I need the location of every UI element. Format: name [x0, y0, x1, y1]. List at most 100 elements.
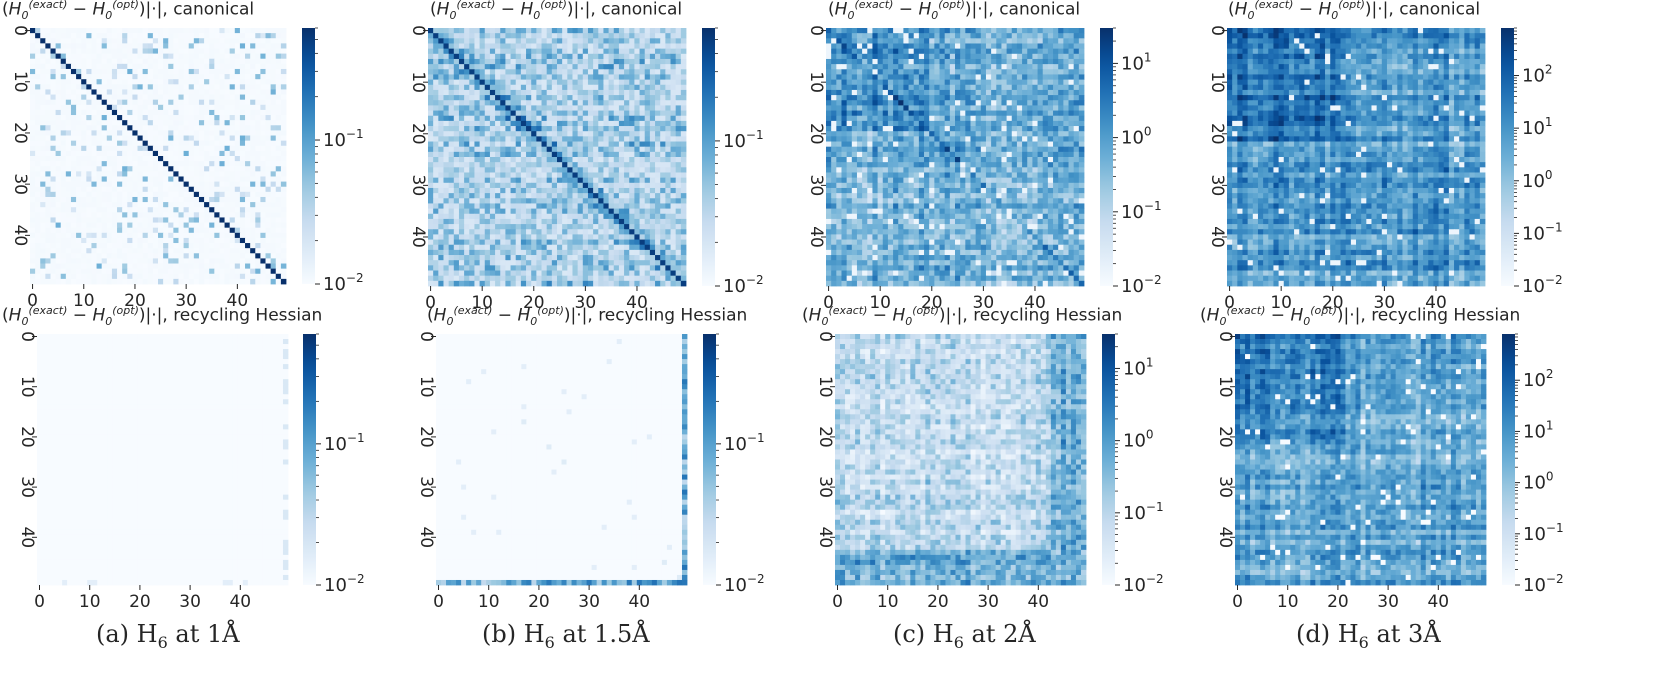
heatmap-cell	[55, 38, 62, 44]
heatmap-cell	[634, 182, 640, 189]
heatmap-cell	[224, 84, 231, 90]
heatmap-cell	[209, 278, 215, 285]
heatmap-cell	[603, 249, 609, 256]
heatmap-cell	[50, 207, 56, 213]
heatmap-cell	[660, 120, 666, 127]
heatmap-cell	[464, 110, 470, 117]
heatmap-cell	[142, 150, 149, 157]
heatmap-cell	[193, 227, 200, 234]
heatmap-cell	[515, 115, 522, 122]
heatmap-cell	[188, 38, 195, 44]
heatmap-cell	[214, 145, 220, 152]
heatmap-cell	[188, 48, 195, 54]
heatmap-cell	[515, 58, 522, 65]
heatmap-cell	[30, 104, 36, 111]
heatmap-cell	[209, 222, 215, 229]
heatmap-cell	[50, 89, 56, 95]
heatmap-cell	[45, 33, 51, 39]
heatmap-cell	[60, 48, 67, 54]
heatmap-cell	[81, 130, 87, 136]
heatmap-cell	[40, 140, 46, 147]
heatmap-cell	[649, 187, 656, 194]
heatmap-cell	[193, 63, 200, 70]
heatmap-cell	[428, 167, 434, 173]
heatmap-cell	[489, 38, 496, 44]
heatmap-cell	[577, 58, 584, 65]
heatmap-cell	[670, 172, 677, 179]
heatmap-cell	[158, 273, 164, 280]
heatmap-cell	[173, 58, 179, 65]
heatmap-cell	[448, 224, 455, 230]
heatmap-cell	[526, 69, 532, 75]
heatmap-cell	[147, 202, 154, 208]
heatmap-cell	[86, 94, 92, 101]
heatmap-cell	[132, 227, 138, 234]
heatmap-cell	[665, 265, 671, 271]
heatmap-cell	[239, 48, 246, 54]
heatmap-cell	[219, 109, 225, 116]
heatmap-cell	[469, 84, 475, 91]
heatmap-cell	[675, 95, 682, 101]
heatmap-cell	[665, 33, 671, 39]
title-opt: (opt)	[540, 0, 567, 11]
heatmap-cell	[567, 105, 573, 111]
heatmap-cell	[183, 135, 190, 142]
heatmap-cell	[670, 218, 677, 225]
heatmap-cell	[117, 202, 123, 208]
heatmap-cell	[520, 239, 527, 246]
heatmap-cell	[624, 157, 630, 163]
heatmap-cell	[137, 43, 144, 49]
heatmap-cell	[198, 161, 205, 167]
heatmap-cell	[474, 172, 480, 179]
heatmap-cell	[60, 94, 67, 101]
heatmap-cell	[603, 218, 609, 225]
heatmap-cell	[250, 79, 256, 85]
heatmap-cell	[670, 28, 677, 34]
heatmap-cell	[65, 227, 72, 234]
heatmap-cell	[106, 181, 113, 188]
heatmap-cell	[168, 48, 174, 54]
heatmap-cell	[531, 198, 537, 204]
heatmap-cell	[665, 239, 671, 246]
heatmap-cell	[188, 181, 195, 188]
heatmap-cell	[106, 43, 113, 49]
heatmap-cell	[675, 172, 682, 179]
heatmap-cell	[219, 33, 225, 39]
heatmap-cell	[613, 79, 620, 86]
heatmap-cell	[265, 161, 272, 167]
heatmap-cell	[469, 157, 475, 163]
heatmap-cell	[536, 110, 542, 117]
heatmap-cell	[152, 227, 159, 234]
heatmap-cell	[510, 28, 517, 34]
heatmap-cell	[670, 126, 677, 132]
heatmap-cell	[219, 227, 225, 234]
heatmap-cell	[562, 255, 568, 261]
heatmap-cell	[280, 38, 287, 44]
heatmap-cell	[443, 208, 450, 215]
heatmap-cell	[198, 150, 205, 157]
heatmap-cell	[526, 33, 532, 39]
heatmap-cell	[680, 177, 687, 184]
heatmap-cell	[122, 258, 128, 264]
heatmap-cell	[587, 89, 594, 96]
heatmap-cell	[618, 141, 625, 148]
heatmap-cell	[193, 38, 200, 44]
heatmap-cell	[515, 203, 522, 209]
heatmap-cell	[675, 38, 682, 44]
heatmap-cell	[433, 167, 439, 173]
heatmap-cell	[649, 218, 656, 225]
heatmap-cell	[152, 166, 159, 172]
heatmap-cell	[458, 151, 465, 158]
heatmap-cell	[137, 150, 144, 157]
heatmap-cell	[546, 84, 553, 91]
heatmap-cell	[204, 63, 210, 70]
heatmap-cell	[644, 115, 651, 122]
heatmap-cell	[106, 166, 113, 172]
heatmap-cell	[270, 104, 277, 111]
heatmap-cell	[557, 260, 563, 266]
heatmap-cell	[168, 135, 174, 142]
heatmap-cell	[214, 125, 220, 131]
heatmap-cell	[624, 48, 630, 55]
heatmap-cell	[168, 120, 174, 126]
heatmap-cell	[639, 198, 646, 204]
